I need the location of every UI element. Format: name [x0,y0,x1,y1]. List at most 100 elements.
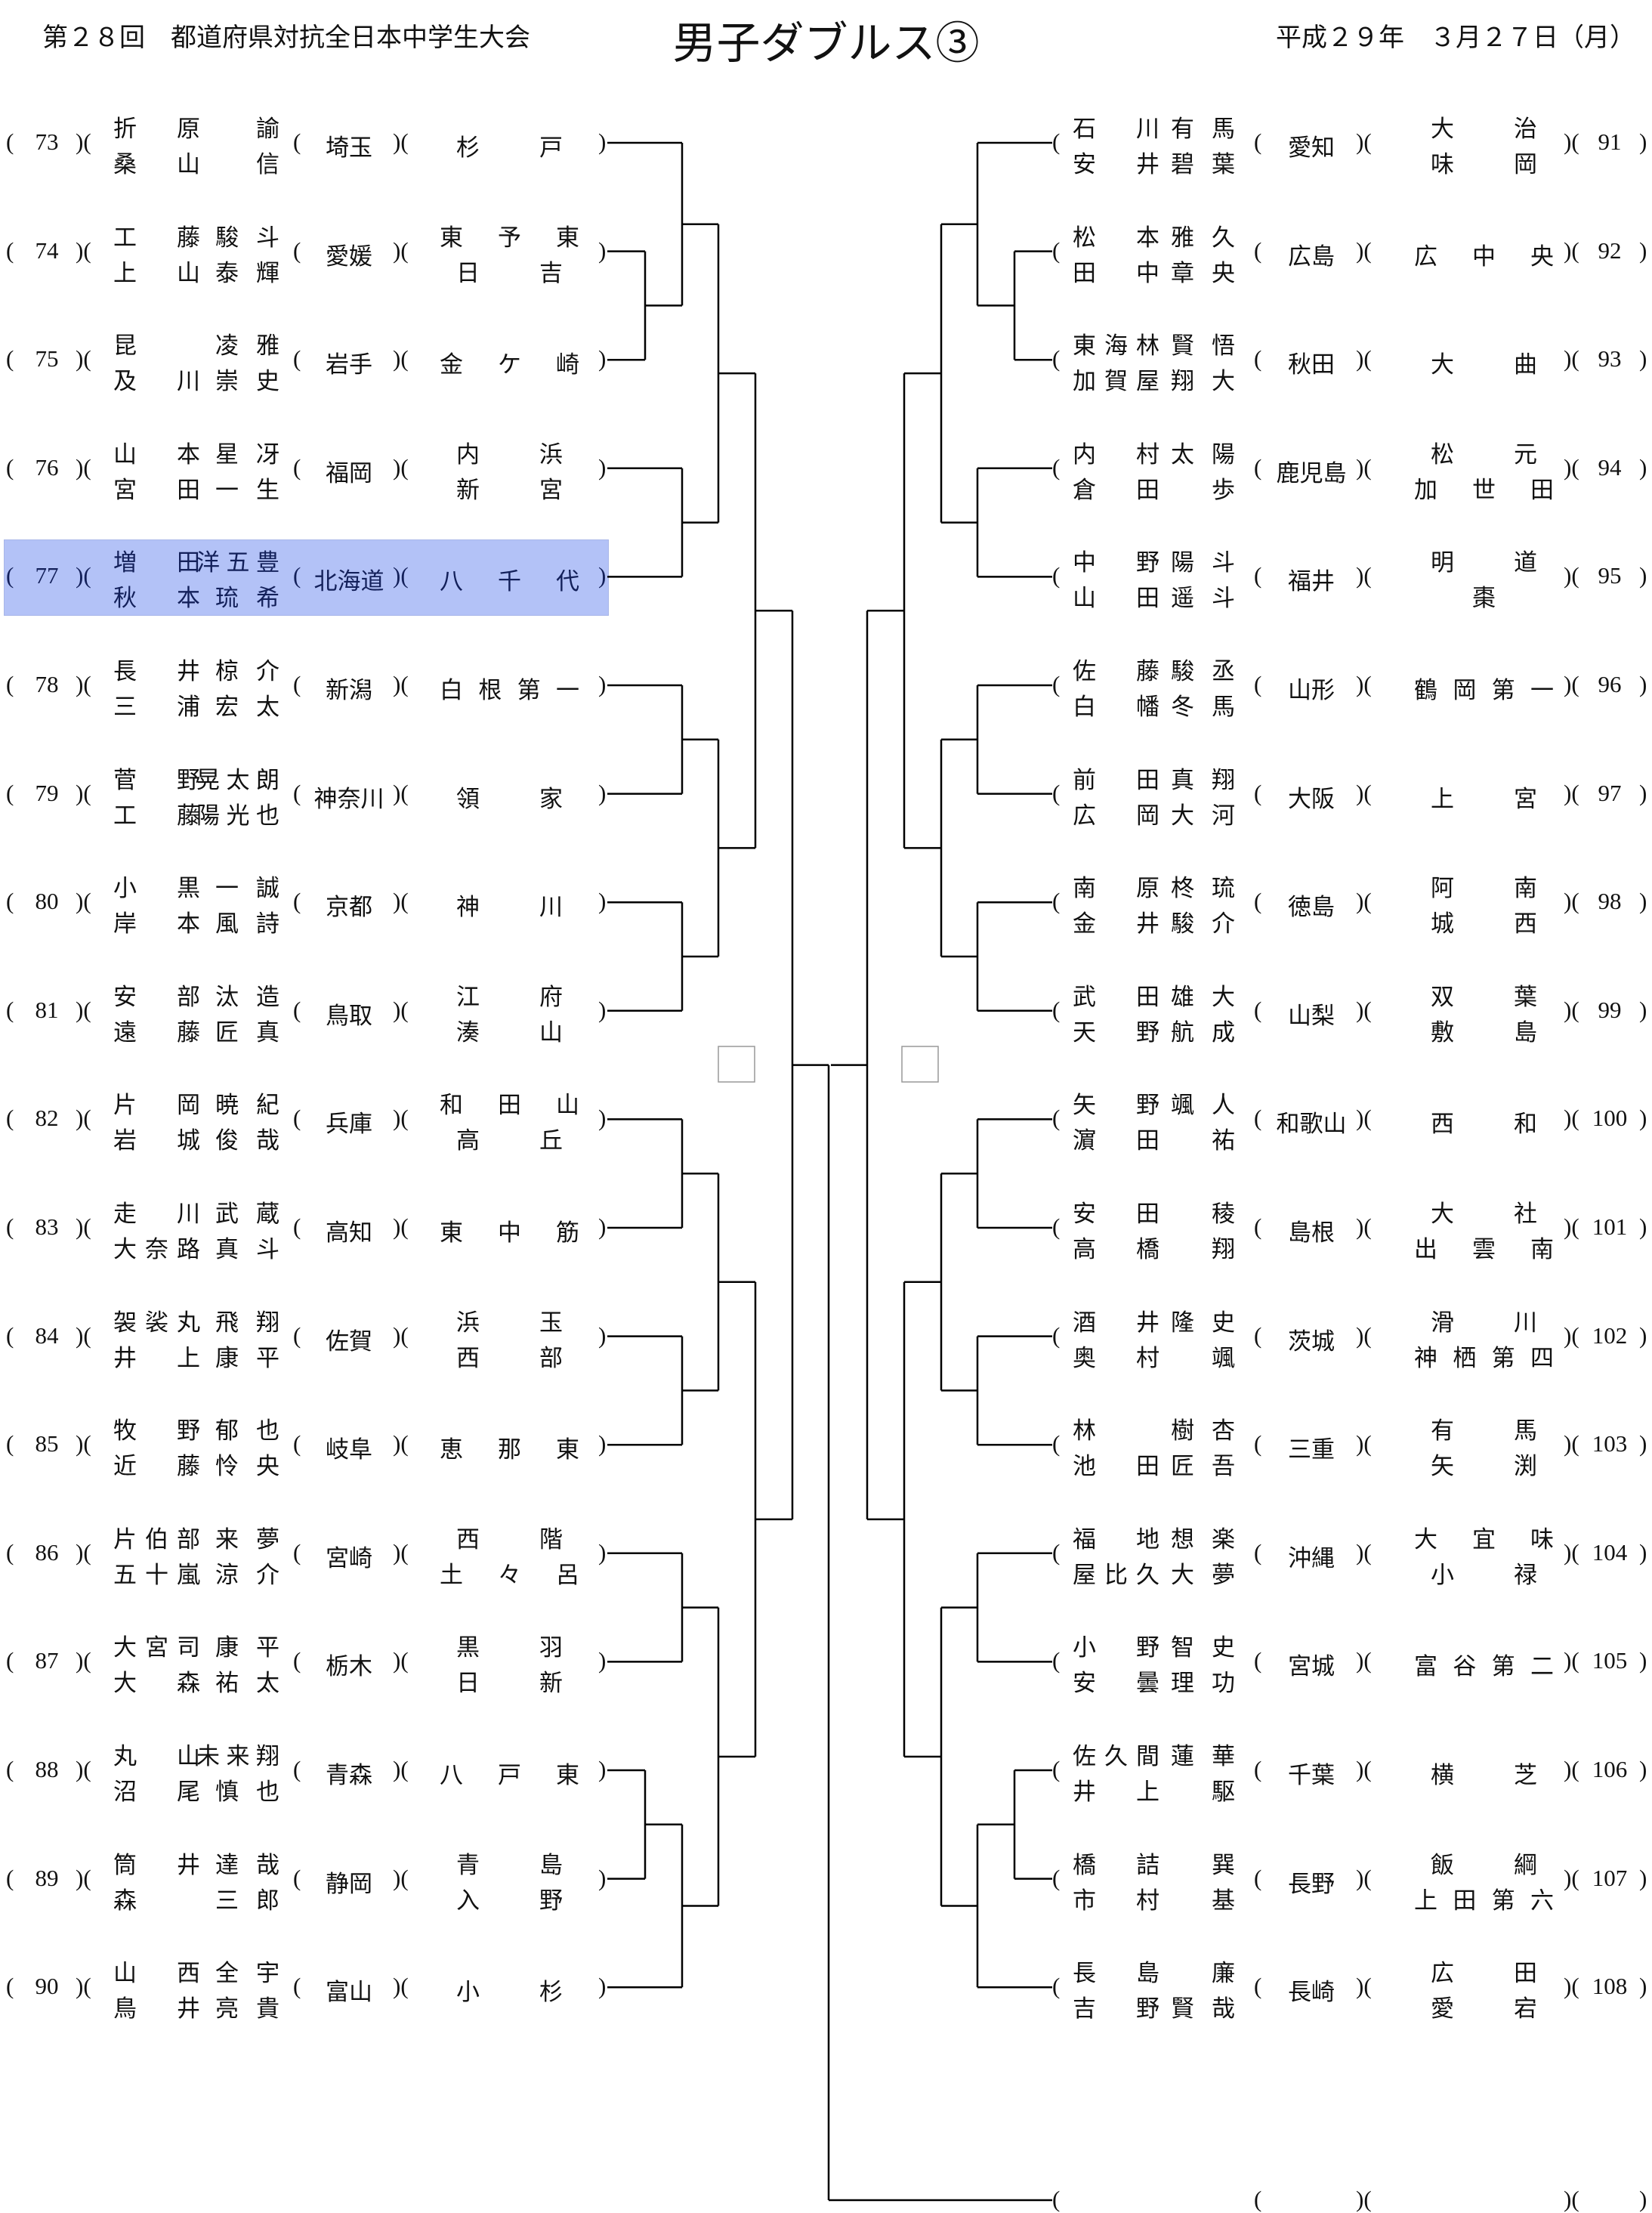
school-name: 西階 [456,1525,563,1553]
paren: ) [1639,1321,1647,1349]
school-name: 江府 [456,983,563,1010]
paren: )( [393,1538,409,1565]
paren: )( [1356,1213,1372,1240]
paren: ) [598,1430,607,1457]
school-name: 広田 [1431,1960,1537,1987]
paren: ) [598,779,607,806]
player-family-name: 宮田 [113,476,200,503]
player-given-name: 翔大 [1171,368,1235,395]
paren: ) [1639,779,1647,806]
paren: ( [1052,236,1061,264]
player-given-name: 樹杏 [1171,1417,1235,1445]
entry-number: 83 [35,1213,59,1240]
player-family-name: 昆 [113,332,137,360]
player-family-name: 森 [113,1887,137,1914]
paren: ) [598,1864,607,1891]
paren: ( [6,1105,14,1132]
paren: ( [293,1538,301,1565]
player-family-name: 袈裟丸 [113,1309,200,1336]
paren: ) [598,1105,607,1132]
result-box [901,1046,939,1083]
player-given-name: 翔 [1212,1236,1235,1263]
player-given-name: 賢哉 [1171,1995,1235,2023]
paren: ( [293,562,301,589]
paren: )( [1356,562,1372,589]
paren: ( [1254,128,1262,155]
player-family-name: 南原 [1073,875,1159,902]
school-name: 金ケ崎 [440,351,579,379]
player-given-name: 祐太 [215,1670,279,1697]
entry-number: 108 [1592,1973,1628,2000]
paren: )( [393,128,409,155]
entry-number: 105 [1592,1647,1628,1674]
paren: )( [393,671,409,697]
prefecture: 宮崎 [326,1544,372,1572]
school-name: 上田第六 [1414,1887,1554,1914]
paren: ) [1639,1213,1647,1240]
paren: )( [393,1647,409,1674]
paren: ) [1639,2186,1647,2212]
prefecture: 徳島 [1288,894,1335,921]
paren: )( [1356,779,1372,806]
paren: )( [76,779,91,806]
school-name: 八千代 [440,568,579,595]
entry-number: 95 [1598,562,1622,589]
paren: ( [1052,562,1061,589]
prefecture: 埼玉 [326,134,372,161]
entry-number: 89 [35,1864,59,1891]
paren: ( [6,1973,14,2000]
paren: )( [1564,779,1579,806]
player-family-name: 岩城 [113,1127,200,1154]
paren: ( [293,1864,301,1891]
prefecture: 秋田 [1288,351,1335,379]
paren: ) [1639,888,1647,915]
player-given-name: 章央 [1171,259,1235,286]
paren: ) [598,453,607,481]
player-given-name: 全宇 [215,1960,279,1987]
paren: )( [76,345,91,372]
paren: ( [293,1756,301,1782]
paren: ( [1052,888,1061,915]
entry-number: 80 [35,888,59,915]
paren: )( [1564,1213,1579,1240]
player-family-name: 秋本 [113,585,200,612]
entry-number: 104 [1592,1538,1628,1565]
paren: ) [598,1647,607,1674]
entry-number: 91 [1598,128,1622,155]
player-given-name: 匠吾 [1171,1453,1235,1480]
prefecture: 愛媛 [326,243,372,270]
prefecture: 佐賀 [326,1327,372,1355]
entry-number: 73 [35,128,59,155]
player-family-name: 小黒 [113,875,200,902]
prefecture: 鹿児島 [1276,459,1347,487]
paren: ( [1052,996,1061,1023]
prefecture: 鳥取 [326,1002,372,1029]
player-given-name: 一誠 [215,875,279,902]
paren: )( [1564,888,1579,915]
player-given-name: 匠真 [215,1018,279,1046]
paren: ( [293,128,301,155]
prefecture: 京都 [326,894,372,921]
player-given-name: 達哉 [215,1851,279,1878]
school-name: 鶴岡第一 [1414,677,1554,703]
paren: )( [76,236,91,264]
school-name: 小禄 [1431,1561,1537,1588]
school-name: 白根第一 [440,677,579,703]
school-name: 神栖第四 [1414,1344,1554,1371]
player-family-name: 沼尾 [113,1779,200,1805]
paren: ( [293,779,301,806]
paren: ) [1639,671,1647,697]
school-name: 明道 [1431,549,1537,576]
paren: ( [1254,1756,1262,1782]
player-given-name: 武蔵 [215,1201,279,1227]
paren: ( [293,888,301,915]
paren: ( [6,1647,14,1674]
entry-number: 76 [35,453,59,481]
school-name: 八戸東 [440,1762,579,1788]
entry-number: 75 [35,345,59,372]
player-family-name: 小野 [1073,1634,1159,1661]
player-family-name: 酒井 [1073,1309,1159,1336]
paren: )( [1356,671,1372,697]
paren: )( [1356,1973,1372,2000]
entry-number: 100 [1592,1105,1628,1132]
